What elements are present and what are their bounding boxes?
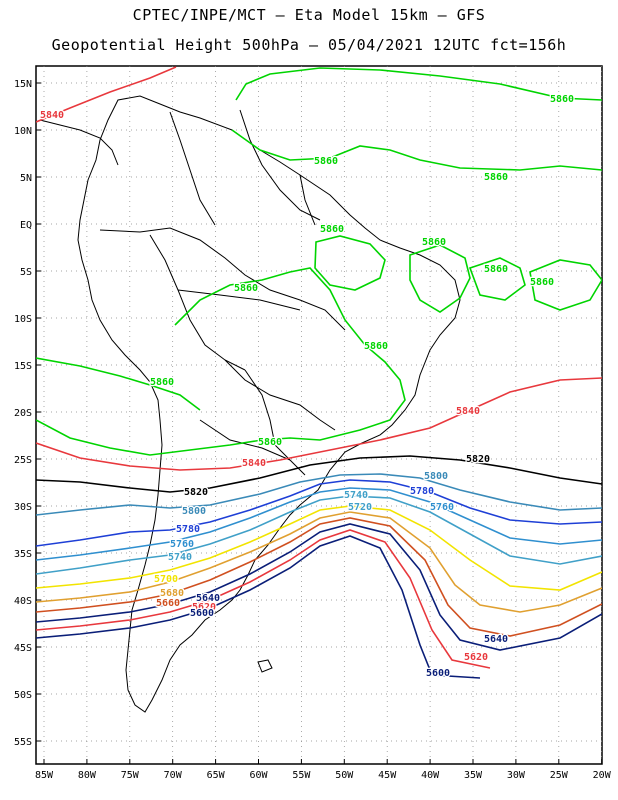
lat-tick-label: 25S <box>14 455 32 466</box>
lon-tick-label: 75W <box>121 770 140 781</box>
coastlines <box>39 95 461 713</box>
lat-tick-label: 15N <box>14 79 32 90</box>
contour-value-label: 5680 <box>160 588 184 599</box>
longitude-labels: 85W 80W 75W 70W 65W 60W 55W 50W 45W 40W 35W 30W 25W 2… <box>35 759 612 781</box>
contour-5860-west <box>36 357 201 411</box>
lat-tick-label: 45S <box>14 643 32 654</box>
contour-5860-north <box>235 67 602 101</box>
contour-value-label: 5860 <box>484 264 508 275</box>
contour-value-label: 5840 <box>242 458 266 469</box>
lon-tick-label: 20W <box>593 770 612 781</box>
lat-tick-label: 50S <box>14 690 32 701</box>
contour-5780 <box>36 479 602 547</box>
lon-tick-label: 25W <box>550 770 569 781</box>
contour-5680 <box>36 511 602 613</box>
lat-tick-label: 15S <box>14 361 32 372</box>
lat-tick-label: 40S <box>14 596 32 607</box>
contour-value-label: 5840 <box>456 406 480 417</box>
lat-tick-label: EQ <box>20 220 32 231</box>
lat-tick-label: 10N <box>14 126 32 137</box>
contour-value-label: 5740 <box>344 490 368 501</box>
contour-5640 <box>36 523 602 651</box>
contour-5620 <box>36 529 491 669</box>
contour-value-label: 5860 <box>234 283 258 294</box>
contour-value-label: 5800 <box>424 471 448 482</box>
lon-tick-label: 80W <box>78 770 97 781</box>
contour-5860-mid <box>231 129 602 171</box>
lat-tick-label: 30S <box>14 502 32 513</box>
contour-value-label: 5860 <box>320 224 344 235</box>
lon-tick-label: 65W <box>207 770 226 781</box>
contour-5700 <box>36 505 602 591</box>
contour-5860-inland <box>174 267 406 441</box>
contour-value-label: 5600 <box>426 668 450 679</box>
contour-value-label: 5640 <box>196 593 220 604</box>
map-title-line2: Geopotential Height 500hPa – 05/04/2021 … <box>51 36 567 54</box>
contour-value-label: 5780 <box>176 524 200 535</box>
contour-value-label: 5860 <box>364 341 388 352</box>
contour-5820 <box>36 455 602 493</box>
lat-tick-label: 10S <box>14 314 32 325</box>
contour-value-label: 5840 <box>40 110 64 121</box>
contour-value-label: 5620 <box>192 602 216 613</box>
contour-value-label: 5860 <box>150 377 174 388</box>
lat-tick-label: 5S <box>20 267 32 278</box>
contour-value-label: 5700 <box>154 574 178 585</box>
contour-value-label: 5860 <box>530 277 554 288</box>
contour-5860-south <box>36 419 263 456</box>
contour-5600 <box>36 535 481 679</box>
lon-tick-label: 40W <box>421 770 440 781</box>
contour-5860-loop-b <box>409 244 471 313</box>
contour-value-label: 5820 <box>184 487 208 498</box>
latitude-labels: 15N 10N 5N EQ 5S 10S 15S 20S 25S 30S 35S 40S 45S 50S 5… <box>14 79 41 748</box>
contour-5800 <box>36 473 602 516</box>
lat-tick-label: 20S <box>14 408 32 419</box>
contour-5760 <box>36 487 602 561</box>
contour-5860-loop-c <box>468 257 526 301</box>
contour-value-label: 5860 <box>258 437 282 448</box>
contour-value-label: 5740 <box>168 552 192 563</box>
contour-labels: 5840 5860 5860 5860 5860 5860 5860 5860 5860 5860… <box>39 93 576 681</box>
contour-5840-south <box>36 377 602 471</box>
lon-tick-label: 30W <box>507 770 526 781</box>
contour-value-label: 5640 <box>484 634 508 645</box>
map-title-line1: CPTEC/INPE/MCT – Eta Model 15km – GFS <box>132 6 486 24</box>
contour-value-label: 5620 <box>464 652 488 663</box>
lat-tick-label: 35S <box>14 549 32 560</box>
contour-value-label: 5660 <box>156 598 180 609</box>
lon-tick-label: 55W <box>292 770 311 781</box>
lon-tick-label: 45W <box>378 770 397 781</box>
lon-tick-label: 50W <box>335 770 354 781</box>
contour-value-label: 5720 <box>348 502 372 513</box>
contour-5660 <box>36 517 602 637</box>
contour-value-label: 5760 <box>430 502 454 513</box>
contour-value-label: 5860 <box>422 237 446 248</box>
contour-5860-loop-a <box>314 235 386 291</box>
lon-tick-label: 60W <box>249 770 268 781</box>
contour-value-label: 5760 <box>170 539 194 550</box>
contour-value-label: 5820 <box>466 454 490 465</box>
lat-tick-label: 55S <box>14 737 32 748</box>
contour-value-label: 5860 <box>314 156 338 167</box>
contour-5860-loop-d <box>529 259 602 311</box>
contour-value-label: 5780 <box>410 486 434 497</box>
contour-lines <box>36 66 602 679</box>
contour-5840-north <box>36 66 177 123</box>
lon-tick-label: 35W <box>464 770 483 781</box>
contour-value-label: 5800 <box>182 506 206 517</box>
lon-tick-label: 85W <box>35 770 54 781</box>
lat-tick-label: 5N <box>20 173 32 184</box>
contour-value-label: 5600 <box>190 608 214 619</box>
contour-value-label: 5860 <box>484 172 508 183</box>
contour-5740 <box>36 495 602 575</box>
lon-tick-label: 70W <box>164 770 183 781</box>
contour-value-label: 5860 <box>550 94 574 105</box>
